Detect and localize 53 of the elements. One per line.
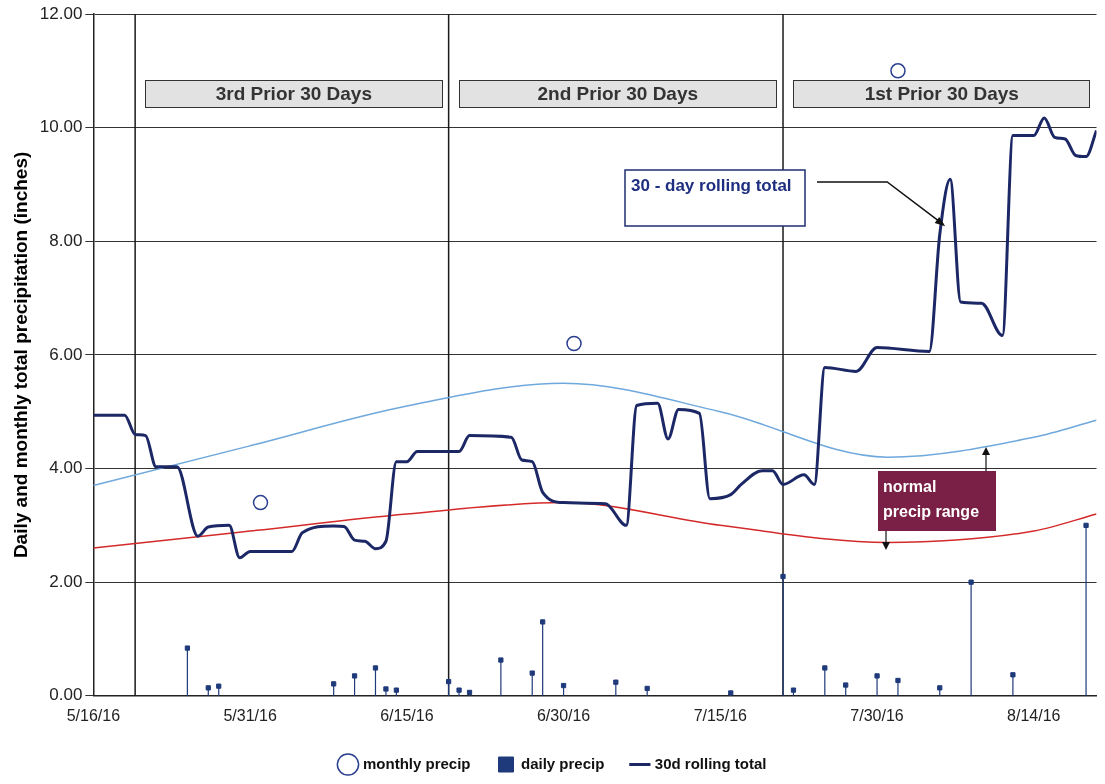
point [372, 665, 379, 671]
point [383, 686, 389, 692]
x-tick-label: 7/15/16 [693, 706, 748, 724]
x-tick-label: 6/15/16 [380, 706, 434, 724]
y-tick-label: 0.00 [49, 685, 83, 705]
y-tick-label: 6.00 [49, 344, 83, 364]
point [498, 657, 504, 663]
point [937, 685, 943, 691]
y-tick-label: 4.00 [49, 458, 83, 478]
point [843, 682, 849, 688]
point [184, 645, 191, 651]
point [252, 494, 269, 511]
point [790, 687, 797, 693]
point [205, 685, 211, 691]
point [456, 687, 462, 693]
x-tick-label: 7/30/16 [850, 706, 904, 724]
label-box: 2nd Prior 30 Days [458, 80, 777, 108]
point [331, 681, 337, 687]
point [393, 687, 399, 693]
annotation: normal precip range [883, 478, 980, 521]
legend-label: 30d rolling total [654, 754, 767, 772]
point [780, 573, 786, 580]
point [351, 673, 358, 679]
point [566, 335, 582, 352]
legend-label: monthly precip [362, 754, 471, 772]
label-box: 3rd Prior 30 Days [145, 80, 443, 108]
point [890, 63, 906, 79]
point [613, 679, 619, 685]
y-tick-label: 12.00 [39, 3, 83, 23]
point [529, 670, 535, 676]
line-series [93, 501, 1097, 550]
y-axis-title: Daily and monthly total precipitation (inches) [9, 151, 31, 559]
point [1083, 522, 1089, 528]
point [560, 682, 567, 689]
x-tick-label: 8/14/16 [1007, 706, 1061, 724]
point [446, 678, 452, 685]
x-tick-label: 5/16/16 [66, 706, 121, 724]
annotation: 30 - day rolling total [631, 175, 792, 195]
point [895, 677, 901, 684]
point [1010, 672, 1016, 678]
point [874, 673, 880, 679]
x-tick-label: 5/31/16 [223, 706, 277, 724]
y-tick-label: 2.00 [49, 571, 83, 591]
x-tick-label: 6/30/16 [536, 706, 591, 724]
label-box: 1st Prior 30 Days [793, 80, 1091, 108]
point [822, 665, 828, 671]
point [216, 683, 222, 689]
point [644, 685, 650, 692]
legend-label: daily precip [520, 754, 605, 772]
y-tick-label: 8.00 [49, 230, 83, 250]
y-tick-label: 10.00 [39, 117, 83, 137]
point [540, 619, 546, 625]
point [968, 579, 974, 585]
